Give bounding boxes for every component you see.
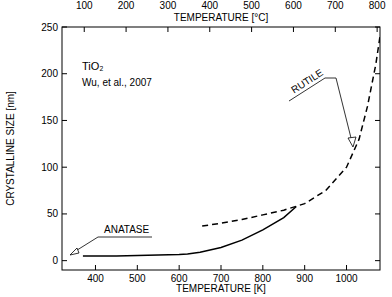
- y-tick-right: [375, 27, 380, 28]
- y-tick-right: [375, 213, 380, 214]
- y-tick: [62, 213, 67, 214]
- plot-frame: [62, 27, 380, 270]
- x2-tick-label: 500: [243, 0, 260, 11]
- y-tick-right: [375, 120, 380, 121]
- x2-tick: [377, 27, 378, 32]
- y-tick-label: 200: [41, 68, 58, 79]
- series-line: [202, 36, 380, 226]
- arrow-head: [348, 137, 356, 147]
- x2-tick: [126, 27, 127, 32]
- y-tick-label: 250: [41, 22, 58, 33]
- annotation: Wu, et al., 2007: [82, 77, 152, 88]
- x2-tick: [167, 27, 168, 32]
- x-tick: [304, 265, 305, 270]
- x-tick-label: 500: [129, 273, 146, 284]
- x2-axis-title: TEMPERATURE [°C]: [174, 12, 269, 23]
- x2-tick-label: 200: [118, 0, 135, 11]
- y-tick: [62, 120, 67, 121]
- leader-line: [74, 237, 152, 252]
- x-tick: [137, 265, 138, 270]
- x-tick: [221, 265, 222, 270]
- x-tick: [179, 265, 180, 270]
- x2-tick: [209, 27, 210, 32]
- y-tick-label: 100: [41, 162, 58, 173]
- y-tick: [62, 167, 67, 168]
- x2-tick-label: 400: [201, 0, 218, 11]
- x2-tick: [251, 27, 252, 32]
- annotation: TiO₂: [82, 60, 104, 72]
- x-tick-label: 1000: [335, 273, 358, 284]
- x2-tick: [84, 27, 85, 32]
- series-group: [83, 36, 380, 256]
- y-tick-right: [375, 167, 380, 168]
- x2-tick-label: 800: [369, 0, 386, 11]
- y-tick-right: [375, 73, 380, 74]
- x2-tick-label: 300: [160, 0, 177, 11]
- x2-tick: [293, 27, 294, 32]
- y-tick: [62, 27, 67, 28]
- series-label: ANATASE: [104, 224, 150, 235]
- arrow-head: [70, 248, 79, 255]
- x-tick: [262, 265, 263, 270]
- y-tick-label: 50: [47, 208, 59, 219]
- x2-tick-label: 600: [285, 0, 302, 11]
- y-tick-label: 150: [41, 115, 58, 126]
- x-tick-label: 900: [296, 273, 313, 284]
- x2-tick: [335, 27, 336, 32]
- y-tick: [62, 73, 67, 74]
- x-axis-title: TEMPERATURE [K]: [176, 283, 266, 294]
- y-tick-right: [375, 260, 380, 261]
- y-tick: [62, 260, 67, 261]
- x-tick: [95, 265, 96, 270]
- x2-tick-label: 700: [327, 0, 344, 11]
- y-tick-label: 0: [52, 255, 58, 266]
- x2-tick-label: 100: [76, 0, 93, 11]
- y-axis-title: CRYSTALLINE SIZE [nm]: [5, 91, 16, 206]
- leader-line: [289, 78, 352, 142]
- x-tick: [346, 265, 347, 270]
- x-tick-label: 400: [87, 273, 104, 284]
